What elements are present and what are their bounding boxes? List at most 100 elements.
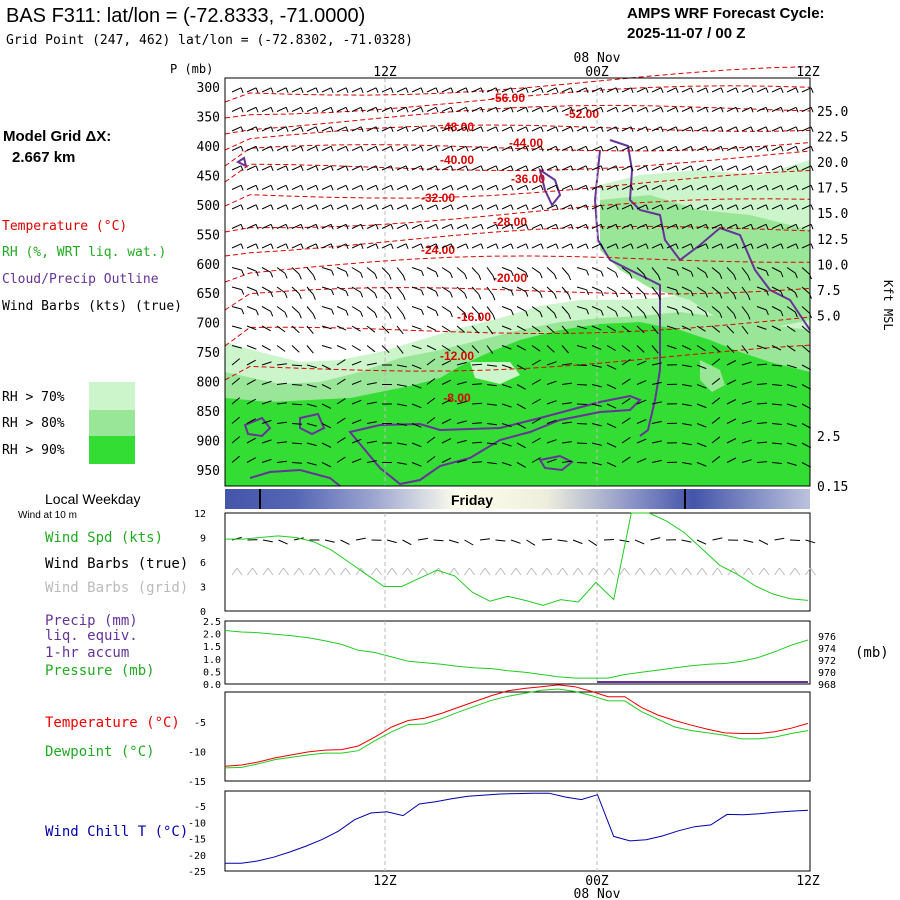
wind-barb [621,397,631,405]
wind-barb [711,126,724,132]
wind-barb [801,403,812,410]
wind-barb [471,126,484,132]
wind-barb [306,106,319,113]
wind-barb [411,403,422,409]
wind-barb [666,184,679,191]
wind-barb [546,87,559,93]
wind-barb [246,418,256,424]
wind-barb [456,439,467,444]
true-wind-barb [526,539,536,546]
wind-barb [576,306,590,315]
wind-barb [276,204,289,210]
wind-barb [441,204,454,210]
wind-barb [726,345,735,354]
wind-barb [591,325,602,331]
wind-barb [651,345,659,354]
wind-barb [336,378,346,385]
grid-wind-barb [712,567,723,576]
wind-barb [396,325,404,335]
height-tick-label: 0.15 [817,480,848,495]
wind-barb [441,306,453,318]
wind-barb [786,184,799,191]
wind-barb [486,403,497,406]
wind-barb [681,286,694,297]
wind-barb [576,223,589,230]
wind-barb [591,126,604,132]
wind-barb [636,438,647,444]
wind-barb [276,382,287,385]
true-wind-barb [355,537,366,541]
height-tick-label: 2.5 [817,430,840,445]
wind-barb [261,380,272,385]
wind-barb [486,306,496,320]
y-tick-label: 0.5 [203,667,221,678]
wind-barb [606,106,619,113]
wind-barb [246,437,256,444]
wind-barb [621,165,634,171]
wind-barb [651,362,662,366]
isotherm-label: -36.00 [511,172,545,186]
legend-cloud: Cloud/Precip Outline [2,272,159,287]
wind-barb [516,286,529,297]
wind-barb [246,325,257,331]
height-tick-label: 10.0 [817,258,848,273]
wind-barb [486,286,496,301]
wind-barb [546,439,557,444]
wind-barb [471,422,483,424]
wind-barb [471,106,484,113]
wind-barb [546,145,559,152]
wind-barb [756,87,769,93]
wind-barb [561,382,572,385]
wind-barb [291,204,304,210]
wind-barb [411,165,424,171]
wind-barb [786,423,797,427]
wind-barb [516,462,526,468]
wind-barb [576,165,589,171]
cloud-outline-small [538,167,562,207]
grid-wind-barb [650,567,661,576]
true-wind-barb [603,539,615,541]
wind-barb [681,223,694,230]
wind-barb [366,223,379,230]
rh90-swatch [89,436,135,464]
wind-barb [351,380,362,385]
wind-barb [771,145,784,152]
wind-barb [696,286,708,298]
wind-barb [396,462,407,465]
wind-barb [426,106,439,113]
precip-yticks: 2.5 2.01.5 1.00.5 0.0 [203,617,221,691]
wind-barb [396,403,407,407]
wind-barb [741,204,754,210]
wind-barb [321,384,332,390]
wind-barb [786,223,799,230]
wind-barb [366,243,379,249]
wind-barb [261,204,274,210]
pressure-tick-label: 450 [197,169,220,184]
wind-barb [756,204,769,210]
wind-barb [471,441,483,444]
wind-barb [306,442,317,447]
grid-wind-barbs [231,567,816,576]
legend-rh: RH (%, WRT liq. wat.) [2,245,166,260]
wind-barb [381,165,394,171]
wind-barb [426,243,439,249]
true-wind-barb [464,539,474,546]
wind-barb [501,325,512,331]
true-wind-barb [417,537,428,541]
wind-barb [351,419,362,424]
wind-barb [306,403,317,408]
wind-barb [741,165,754,171]
wind-barb [681,306,694,316]
wind-barb [321,267,335,276]
forecast-cycle-label: AMPS WRF Forecast Cycle: [627,5,825,22]
wind-barb [276,223,289,230]
wind-barb [576,364,588,366]
wind-barb [531,437,541,444]
grid-wind-barb [541,567,553,576]
wind-barb [501,106,514,113]
height-tick-label: 15.0 [817,207,848,222]
wind-barb [561,126,574,132]
bottom-time-12z-a: 12Z [373,874,397,889]
model-grid-value: 2.667 km [12,149,75,166]
wind-barb [621,267,633,279]
